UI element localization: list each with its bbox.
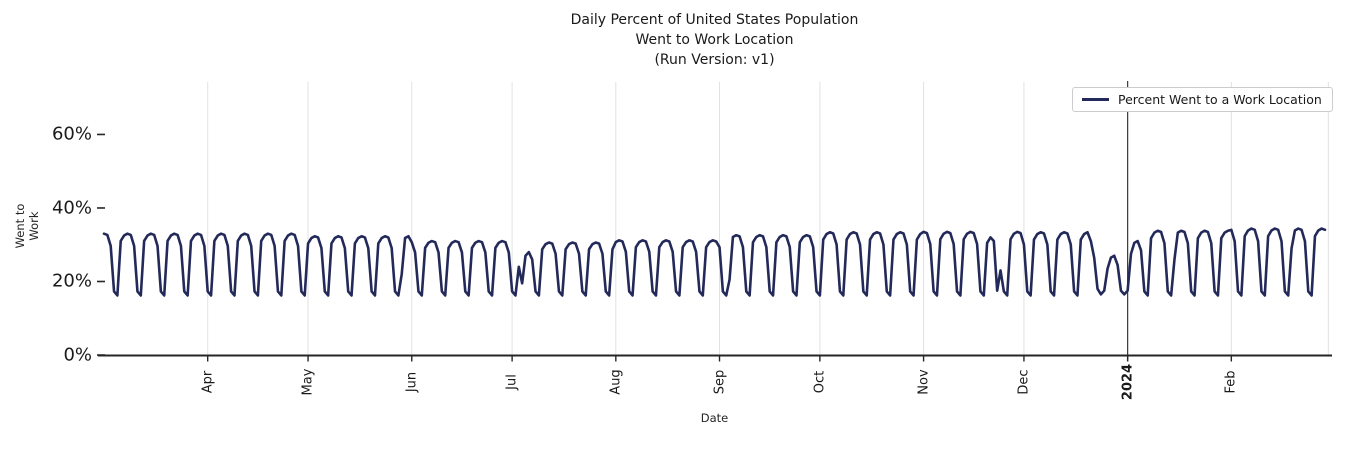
series-line [102,227,1327,297]
legend: Percent Went to a Work Location [1072,87,1333,112]
legend-line-swatch-icon [1082,98,1109,101]
legend-label: Percent Went to a Work Location [1118,92,1322,107]
